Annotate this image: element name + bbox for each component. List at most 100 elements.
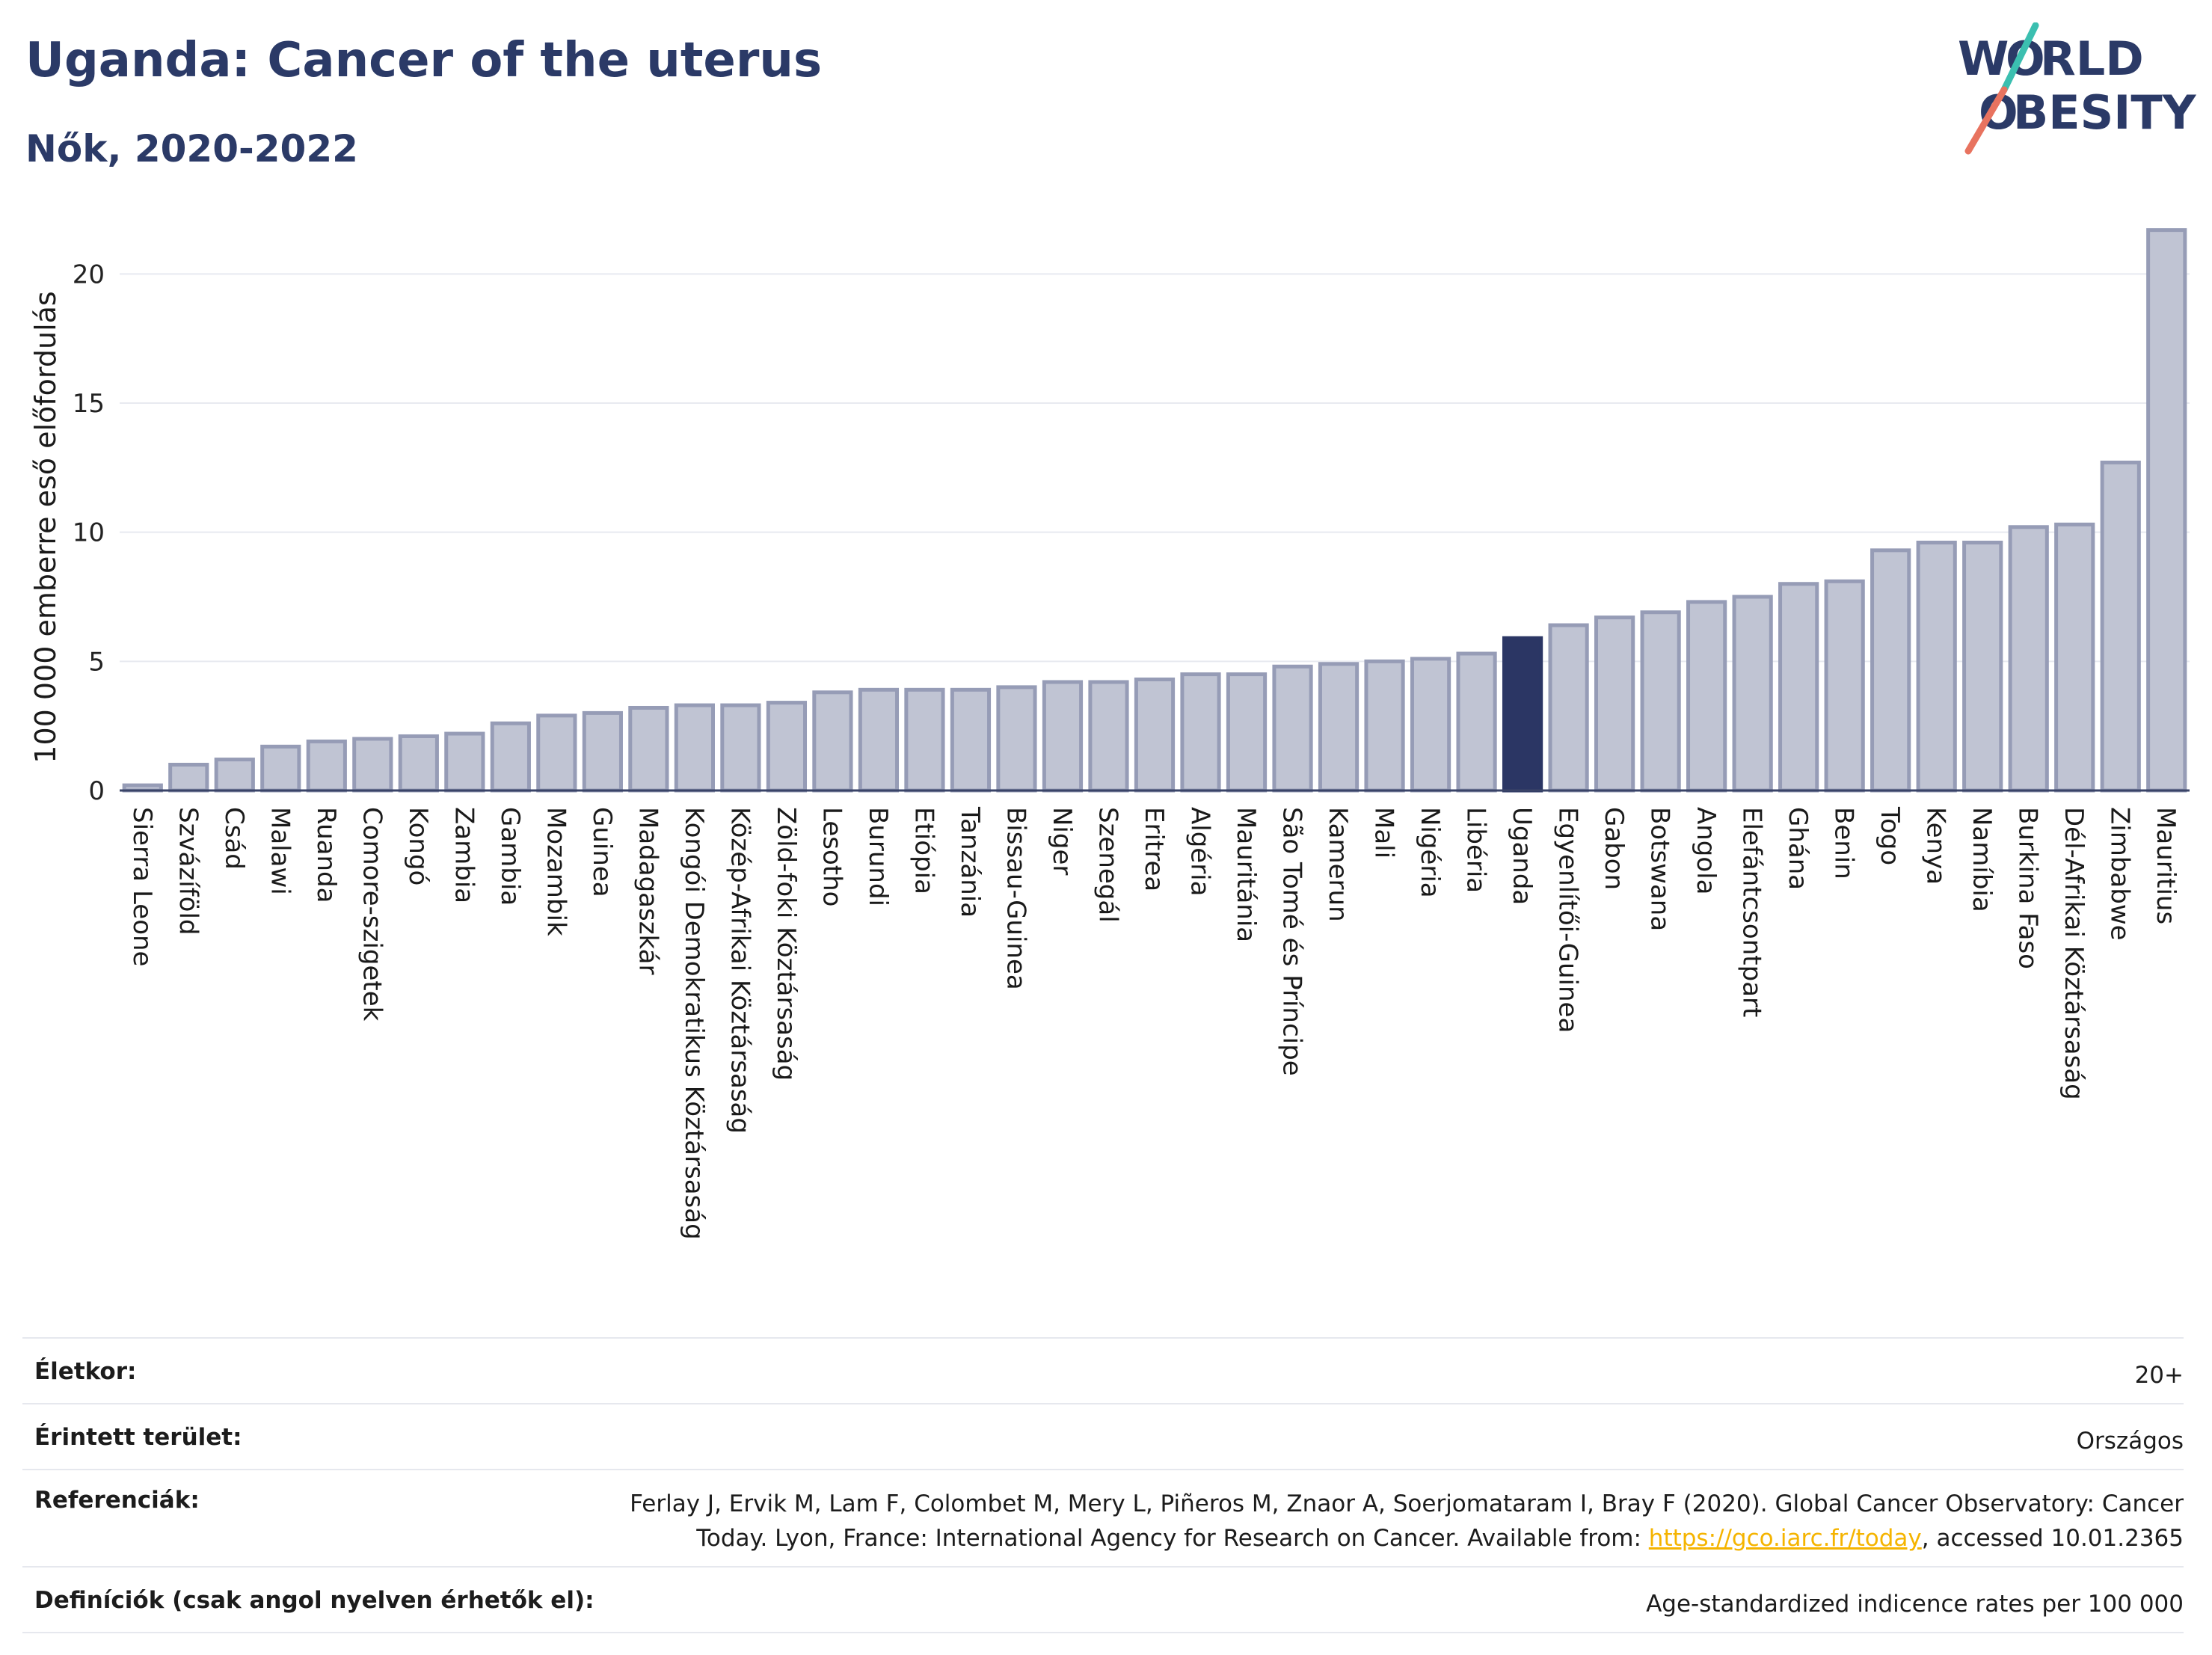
x-tick-label: Zimbabwe <box>2105 807 2135 941</box>
bar <box>490 721 531 793</box>
x-tick-label: Csád <box>219 807 249 870</box>
meta-row-definitions: Definíciók (csak angol nyelven érhetők e… <box>22 1566 2184 1633</box>
x-tick-label: Guinea <box>587 807 617 897</box>
axes: 0 5 10 15 20 <box>73 260 2190 806</box>
bar-chart: 0 5 10 15 20 Sierra Leone Szvázíföld Csád Malaw… <box>29 228 2190 1240</box>
bar <box>582 710 623 793</box>
bar <box>1180 672 1221 793</box>
metadata-table: Életkor: 20+ Érintett terület: Országos … <box>22 1337 2184 1633</box>
x-tick-label: Burundi <box>863 807 893 906</box>
y-tick-label: 0 <box>88 776 105 806</box>
x-tick-label: Etiópia <box>909 807 938 894</box>
chart-title: Uganda: Cancer of the uterus <box>25 33 823 88</box>
bar <box>444 731 485 793</box>
x-tick-label: Algéria <box>1185 807 1215 896</box>
bar <box>260 744 301 793</box>
y-tick-label: 20 <box>73 260 105 289</box>
x-tick-label: Gabon <box>1599 807 1629 890</box>
bar <box>1272 664 1313 793</box>
category-labels: Sierra Leone Szvázíföld Csád Malawi Ruanda Co… <box>127 806 2181 1240</box>
bar <box>2146 228 2187 793</box>
bar <box>1916 540 1957 793</box>
x-tick-label: Gambia <box>495 807 525 906</box>
bar <box>1456 651 1497 793</box>
x-tick-label: Benin <box>1829 807 1859 879</box>
bar <box>1962 540 2003 793</box>
x-tick-label: Uganda <box>1507 807 1537 905</box>
meta-row-age: Életkor: 20+ <box>22 1337 2184 1403</box>
bar <box>2054 522 2095 793</box>
bar <box>1640 610 1681 793</box>
bar <box>1686 600 1727 793</box>
x-tick-label: Comore-szigetek <box>357 807 387 1022</box>
bar <box>1778 582 1819 793</box>
x-tick-label: Eritrea <box>1139 807 1169 891</box>
world-obesity-logo: W O RLD O BESITY <box>1958 22 2197 155</box>
bar <box>1226 672 1268 793</box>
bar <box>168 762 209 793</box>
bar <box>1410 657 1451 793</box>
x-tick-label: Dél-Afrikai Köztársaság <box>2059 807 2089 1100</box>
bar <box>904 687 945 793</box>
bar <box>352 737 393 793</box>
x-tick-label: Botswana <box>1645 807 1675 931</box>
bar <box>766 701 808 793</box>
age-value: 20+ <box>2134 1362 2184 1389</box>
bar <box>1364 659 1405 793</box>
x-tick-label: Kongói Demokratikus Köztársaság <box>679 807 709 1240</box>
chart-subtitle: Nők, 2020-2022 <box>25 127 358 171</box>
reference-line-2: Today. Lyon, France: International Agenc… <box>696 1525 1649 1552</box>
x-tick-label: Sierra Leone <box>127 807 157 966</box>
x-tick-label: Szenegál <box>1093 807 1122 923</box>
x-tick-label: Ruanda <box>311 807 341 903</box>
y-axis-label: 100 000 emberre eső előfordulás <box>29 291 62 763</box>
x-tick-label: Mozambik <box>541 807 571 936</box>
meta-row-references: Referenciák: Ferlay J, Ervik M, Lam F, C… <box>22 1469 2184 1566</box>
bar <box>674 703 715 793</box>
references-value: Ferlay J, Ervik M, Lam F, Colombet M, Me… <box>630 1487 2184 1556</box>
bar <box>214 758 255 793</box>
bar <box>2100 460 2141 793</box>
bar <box>1870 548 1911 793</box>
area-value: Országos <box>2076 1428 2184 1455</box>
x-tick-label: Lesotho <box>817 807 847 906</box>
bars <box>122 228 2187 793</box>
y-tick-label: 5 <box>88 647 105 677</box>
x-tick-label: Togo <box>1875 806 1905 865</box>
x-tick-label: Mauritius <box>2151 807 2181 924</box>
bar <box>1548 623 1589 793</box>
x-tick-label: Libéria <box>1461 807 1491 893</box>
x-tick-label: Namíbia <box>1967 807 1997 912</box>
bar-highlighted <box>1502 636 1543 793</box>
reference-link[interactable]: https://gco.iarc.fr/today <box>1648 1525 1922 1552</box>
x-tick-label: Malawi <box>265 807 295 895</box>
age-label: Életkor: <box>34 1358 137 1385</box>
svg-text:BESITY: BESITY <box>2013 85 2197 140</box>
x-tick-label: Tanzánia <box>955 806 985 918</box>
x-tick-label: Elefántcsontpart <box>1737 807 1767 1017</box>
x-tick-label: Madagaszkár <box>633 807 663 974</box>
bar <box>996 685 1037 793</box>
x-tick-label: Zöld-foki Köztársaság <box>771 807 801 1081</box>
bar <box>1042 680 1084 793</box>
bar <box>628 705 669 793</box>
x-tick-label: Egyenlítői-Guinea <box>1553 807 1583 1033</box>
svg-text:W: W <box>1958 31 2009 86</box>
x-tick-label: Angola <box>1691 807 1721 894</box>
y-tick-label: 15 <box>73 389 105 419</box>
bar <box>2008 525 2049 793</box>
bar <box>720 703 761 793</box>
svg-text:RLD: RLD <box>2040 31 2144 86</box>
x-tick-label: Kenya <box>1921 807 1951 885</box>
bar <box>1594 615 1635 793</box>
bar <box>950 687 992 793</box>
x-tick-label: Közép-Afrikai Köztársaság <box>725 807 755 1134</box>
bar <box>306 739 347 793</box>
x-tick-label: Nigéria <box>1415 807 1445 898</box>
x-tick-label: Mali <box>1369 807 1399 859</box>
bar <box>398 734 439 793</box>
gridlines <box>120 273 2190 663</box>
x-tick-label: São Tomé és Príncipe <box>1277 807 1307 1076</box>
x-tick-label: Niger <box>1047 807 1077 875</box>
meta-row-area: Érintett terület: Országos <box>22 1403 2184 1469</box>
